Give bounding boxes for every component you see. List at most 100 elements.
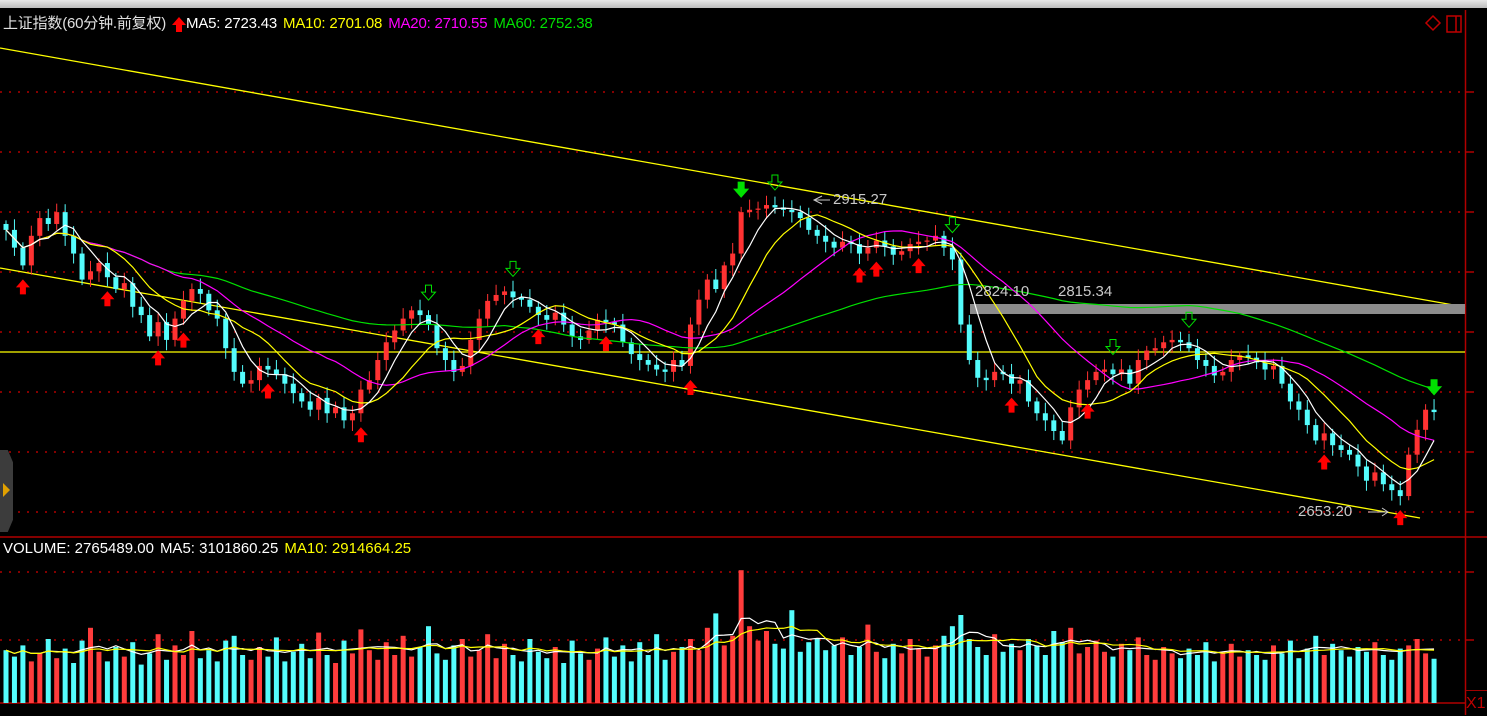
candle-down — [417, 310, 423, 316]
candle-down — [138, 306, 144, 316]
panel-toggle-icon[interactable] — [1446, 15, 1462, 33]
volume-bar — [1330, 643, 1336, 703]
candle-down — [949, 247, 955, 260]
volume-bar — [349, 653, 355, 703]
volume-ma5-line — [5, 617, 1435, 656]
volume-bar — [789, 610, 795, 703]
volume-bar — [713, 613, 719, 703]
candle-down — [3, 223, 9, 230]
buy-arrow-icon — [531, 329, 546, 345]
volume-bar — [324, 655, 330, 703]
volume-bar — [307, 658, 313, 703]
volume-bar — [527, 639, 533, 703]
candle-down — [510, 291, 516, 298]
volume-bar — [88, 627, 93, 703]
volume-bar — [180, 655, 186, 703]
volume-bar — [189, 631, 195, 703]
volume-bar — [552, 647, 558, 703]
diamond-icon[interactable] — [1424, 14, 1442, 32]
candle-down — [307, 401, 313, 410]
volume-bar — [916, 648, 922, 703]
candle-down — [1186, 342, 1192, 349]
volume-bar — [1380, 655, 1386, 703]
candle-down — [147, 315, 153, 337]
volume-bar — [1406, 645, 1412, 703]
candle-up — [687, 324, 693, 366]
ma5-value: MA5: 2723.43 — [186, 15, 278, 32]
volume-bar — [257, 647, 262, 703]
candle-up — [375, 360, 381, 381]
volume-bar — [358, 629, 364, 703]
volume-bar — [671, 651, 677, 703]
volume-bar — [679, 647, 685, 703]
volume-bar — [510, 655, 516, 703]
volume-bar — [206, 650, 212, 703]
candle-up — [1271, 365, 1276, 370]
volume-bar — [696, 650, 702, 703]
sell-arrow-outline-icon — [766, 174, 784, 191]
candle-down — [231, 348, 237, 372]
volume-bar — [1118, 643, 1124, 703]
expand-sidebar-tab[interactable] — [0, 450, 13, 532]
buy-arrow-icon — [1080, 403, 1095, 419]
candle-up — [1414, 429, 1420, 455]
volume-bar — [459, 639, 465, 703]
volume-bar — [1279, 653, 1285, 703]
candle-up — [468, 339, 474, 366]
candle-up — [180, 300, 186, 319]
volume-bar — [569, 640, 575, 703]
volume-bar — [164, 659, 170, 703]
volume-bar — [290, 651, 296, 703]
candle-down — [1262, 362, 1268, 370]
volume-bar — [561, 663, 567, 703]
candle-down — [45, 218, 51, 224]
candle-down — [983, 377, 989, 381]
volume-bar — [949, 626, 955, 703]
candle-down — [240, 371, 246, 384]
volume-bar — [20, 645, 26, 703]
volume-bar — [54, 658, 60, 703]
sell-arrow-filled-icon — [733, 181, 750, 198]
high-pointer-icon — [812, 195, 830, 205]
volume-bar — [535, 651, 541, 703]
volume-bar — [282, 661, 288, 703]
candle-up — [1423, 409, 1429, 430]
candle-up — [1152, 348, 1158, 351]
candle-up — [899, 251, 905, 255]
volume-bar — [476, 650, 482, 703]
volume-bar — [595, 648, 600, 703]
volume-bar — [983, 655, 989, 703]
sell-arrow-outline-icon — [1180, 311, 1198, 329]
candle-up — [1118, 369, 1124, 375]
up-arrow-icon — [172, 17, 187, 32]
volume-bar — [899, 653, 905, 703]
volume-bar — [147, 653, 153, 703]
volume-bar — [814, 639, 820, 703]
volume-bar — [1009, 643, 1015, 703]
candle-down — [823, 235, 829, 242]
volume-bar — [71, 663, 77, 703]
buy-arrow-icon — [852, 267, 867, 283]
volume-bar — [1085, 647, 1091, 703]
candle-down — [1042, 413, 1048, 421]
scale-button[interactable]: X1 — [1466, 690, 1487, 716]
candle-down — [282, 374, 288, 384]
candle-down — [71, 235, 77, 254]
volume-bar — [992, 634, 998, 703]
volume-bar — [1211, 661, 1217, 703]
volume-ma10-value: MA10: 2914664.25 — [284, 540, 412, 557]
candle-up — [476, 318, 482, 340]
volume-bar — [1228, 643, 1234, 703]
candle-down — [637, 354, 643, 361]
volume-ma5-value: MA5: 3101860.25 — [159, 540, 279, 557]
candle-down — [223, 318, 229, 349]
candle-down — [569, 324, 575, 337]
volume-bar — [197, 658, 203, 703]
volume-bar — [738, 570, 744, 703]
candle-up — [1085, 380, 1091, 390]
volume-bar — [366, 650, 372, 703]
candle-down — [831, 241, 837, 248]
sell-arrow-outline-icon — [504, 260, 522, 278]
ma10-line — [5, 214, 1435, 471]
